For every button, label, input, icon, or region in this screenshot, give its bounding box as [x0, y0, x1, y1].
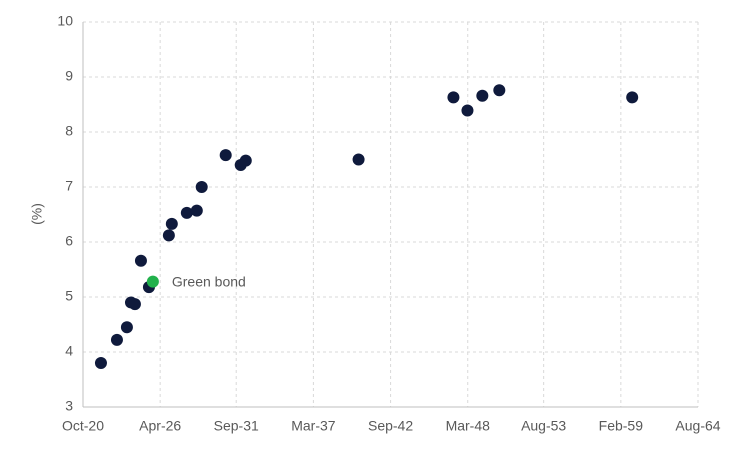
x-tick-label: Mar-48: [446, 418, 491, 434]
x-tick-label: Aug-64: [675, 418, 720, 434]
y-tick-label: 10: [57, 13, 73, 29]
point: [180, 206, 193, 219]
y-tick-label: 8: [65, 123, 73, 139]
point: [219, 149, 232, 162]
point: [146, 275, 159, 288]
point: [447, 91, 460, 104]
x-tick-label: Mar-37: [291, 418, 336, 434]
x-tick-label: Aug-53: [521, 418, 566, 434]
point: [128, 298, 141, 311]
x-tick-label: Oct-20: [62, 418, 104, 434]
point: [461, 104, 474, 117]
point: [493, 84, 506, 97]
point: [110, 333, 123, 346]
point: [120, 321, 133, 334]
point: [165, 217, 178, 230]
x-tick-label: Feb-59: [599, 418, 644, 434]
point-label: Green bond: [172, 273, 246, 289]
y-axis-label: (%): [29, 203, 45, 225]
point: [190, 204, 203, 217]
point: [195, 181, 208, 193]
x-tick-label: Sep-42: [368, 418, 413, 434]
y-tick-label: 6: [65, 233, 73, 249]
point: [94, 357, 107, 369]
point: [352, 153, 365, 166]
point: [626, 91, 639, 104]
point: [134, 254, 147, 267]
y-tick-label: 5: [65, 288, 73, 304]
y-tick-label: 3: [65, 398, 73, 414]
y-tick-label: 9: [65, 68, 73, 84]
point: [476, 89, 489, 102]
point: [239, 154, 252, 167]
y-tick-label: 7: [65, 178, 73, 194]
point: [162, 229, 175, 242]
x-tick-label: Apr-26: [139, 418, 181, 434]
y-tick-label: 4: [65, 343, 73, 359]
x-tick-label: Sep-31: [214, 418, 259, 434]
